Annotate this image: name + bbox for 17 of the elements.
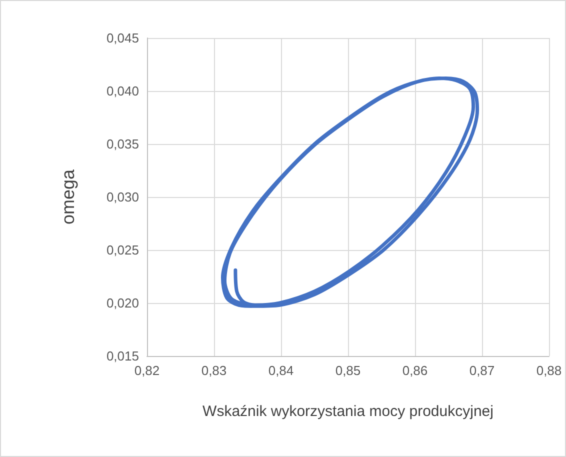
y-tick-label: 0,030: [106, 190, 139, 204]
x-tick-label: 0,88: [536, 363, 562, 378]
x-tick-label: 0,84: [268, 363, 294, 378]
x-tick-label: 0,82: [134, 363, 160, 378]
x-tick-label: 0,83: [201, 363, 227, 378]
y-axis-title: omega: [58, 168, 78, 225]
x-tick-label: 0,85: [335, 363, 361, 378]
y-tick-label: 0,015: [106, 348, 139, 364]
y-tick-label: 0,040: [106, 84, 139, 98]
line-series: [220, 76, 480, 308]
x-axis-title: Wskaźnik wykorzystania mocy produkcyjnej: [202, 403, 494, 420]
y-tick-label: 0,025: [106, 242, 139, 258]
x-tick-label: 0,86: [402, 363, 428, 378]
y-tick-label: 0,035: [106, 136, 139, 152]
y-tick-label: 0,045: [106, 30, 139, 46]
x-tick-label: 0,87: [469, 363, 495, 378]
y-tick-label: 0,020: [106, 296, 139, 310]
